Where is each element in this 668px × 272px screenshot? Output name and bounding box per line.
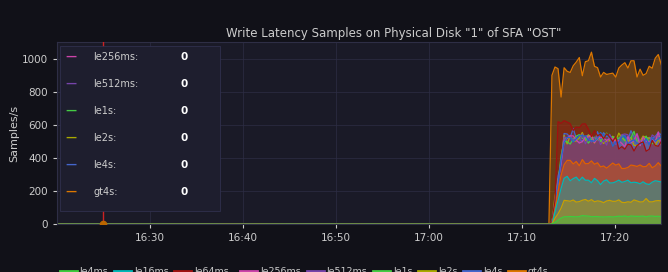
Y-axis label: Samples/s: Samples/s bbox=[9, 105, 19, 162]
Text: le512ms:: le512ms: bbox=[93, 79, 138, 89]
Text: 0: 0 bbox=[181, 106, 188, 116]
Text: 0: 0 bbox=[181, 160, 188, 170]
Text: 0: 0 bbox=[181, 79, 188, 89]
Text: —: — bbox=[66, 79, 77, 89]
Text: 0: 0 bbox=[181, 133, 188, 143]
Text: —: — bbox=[66, 160, 77, 170]
Text: le256ms:: le256ms: bbox=[93, 52, 138, 62]
Text: le1s:: le1s: bbox=[93, 106, 116, 116]
Text: 0: 0 bbox=[181, 52, 188, 62]
Text: Write Latency Samples on Physical Disk "1" of SFA "OST": Write Latency Samples on Physical Disk "… bbox=[226, 27, 561, 40]
Text: —: — bbox=[66, 52, 77, 62]
Text: le2s:: le2s: bbox=[93, 133, 116, 143]
Text: —: — bbox=[66, 106, 77, 116]
Text: gt4s:: gt4s: bbox=[93, 187, 118, 197]
Text: le4s:: le4s: bbox=[93, 160, 116, 170]
Legend: le4ms, le8ms, le16ms, le32ms, le64ms, le128ms, le256ms, le512ms, le1s, le2s, le4: le4ms, le8ms, le16ms, le32ms, le64ms, le… bbox=[57, 264, 551, 272]
Text: —: — bbox=[66, 187, 77, 197]
FancyBboxPatch shape bbox=[60, 46, 220, 211]
Text: —: — bbox=[66, 133, 77, 143]
Text: 0: 0 bbox=[181, 187, 188, 197]
